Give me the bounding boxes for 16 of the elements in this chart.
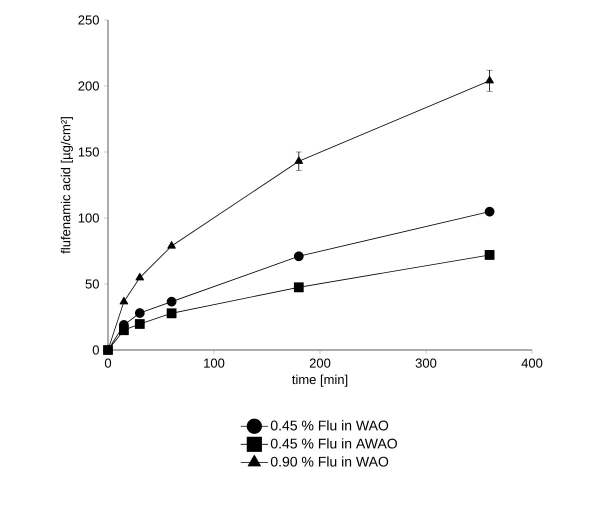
x-tick-label: 400 [521,358,542,368]
y-tick-label: 200 [78,81,99,91]
legend-label: 0.90 % Flu in WAO [270,456,388,467]
legend-label: 0.45 % Flu in WAO [270,420,388,430]
y-tick-label: 250 [78,15,99,25]
y-tick-label: 50 [86,279,99,289]
legend-label: 0.45 % Flu in AWAO [270,438,398,449]
y-tick-label: 0 [92,345,99,355]
x-tick-label: 200 [310,358,330,368]
y-axis-title: flufenamic acid [µg/cm²] [60,117,73,254]
x-tick-label: 300 [416,358,436,368]
x-tick-label: 100 [204,358,224,368]
y-tick-label: 100 [78,213,99,223]
x-tick-label: 0 [104,358,112,368]
x-axis-title: time [min] [292,374,348,387]
y-tick-label: 150 [78,147,99,157]
